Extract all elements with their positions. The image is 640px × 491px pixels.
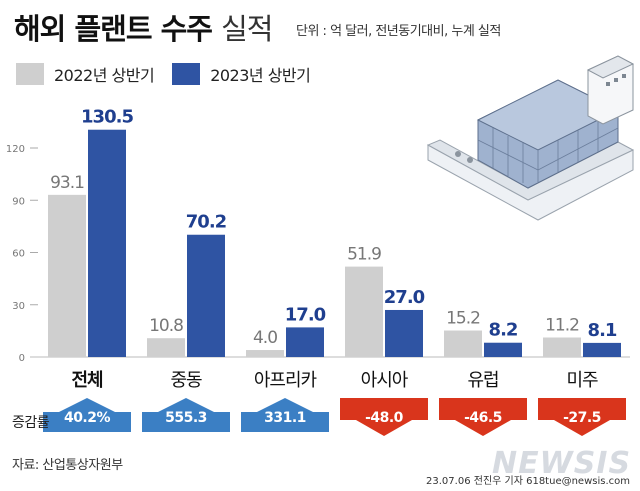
value-label-2023: 130.5 [81,107,133,128]
value-label-2023: 70.2 [186,212,226,233]
bar-2022 [147,338,185,357]
value-label-2022: 51.9 [347,245,381,265]
bar-2023 [385,309,423,357]
value-label-2023: 8.2 [489,320,518,341]
growth-arrows: 40.2% 555.3 331.1 -48.0 -46.5 -27.5 [43,398,626,436]
title-sub: 실적 [221,12,273,46]
growth-arrow-up [43,398,131,432]
bar-2022 [246,350,284,357]
legend-label-2022: 2022년 상반기 [54,66,155,85]
bar-2022 [345,266,383,357]
y-tick-label: 0 [19,353,25,364]
y-axis: 0 30 60 90 120 [6,144,630,364]
bar-2022 [543,337,581,357]
container-ship-illustration [426,55,635,221]
value-label-2022: 93.1 [50,173,84,193]
category-label: 유럽 [467,370,498,391]
title-main: 해외 플랜트 수주 [14,12,213,46]
source-note: 자료: 산업통상자원부 [12,458,123,473]
category-label: 중동 [170,370,202,391]
legend-label-2023: 2023년 상반기 [210,66,311,85]
y-tick-label: 90 [12,196,25,207]
newsis-watermark: NEWSIS [492,446,632,481]
category-label: 아시아 [361,370,409,391]
value-label-2023: 27.0 [384,287,425,308]
unit-note: 단위 : 억 달러, 전년동기대비, 누계 실적 [296,24,501,39]
category-label: 전체 [71,370,103,391]
growth-arrow-down [439,398,527,436]
value-label-2022: 4.0 [253,328,277,348]
legend-swatch-2022 [16,63,44,85]
bar-2023 [88,129,126,357]
value-label-2022: 15.2 [446,309,480,329]
bars [48,129,621,357]
y-tick-label: 120 [6,144,25,155]
category-label: 아프리카 [254,370,317,391]
legend: 2022년 상반기 2023년 상반기 [16,62,318,86]
bar-2023 [187,234,225,357]
credit-line: 23.07.06 전진우 기자 618tue@newsis.com [426,476,630,487]
category-label: 미주 [566,370,598,391]
value-label-2022: 11.2 [545,315,579,335]
bar-2022 [48,194,86,357]
legend-swatch-2023 [172,63,201,85]
value-label-2023: 8.1 [588,320,617,341]
bar-2023 [484,342,522,357]
bar-2023 [583,342,621,357]
value-label-2022: 10.8 [149,316,183,336]
category-labels: 전체 중동 아프리카 아시아 유럽 미주 [71,370,599,391]
y-tick-label: 30 [12,301,25,312]
bar-2022 [444,330,482,357]
growth-rate-label: 증감률 [12,415,50,431]
growth-rate-value: 40.2% [64,410,111,426]
growth-arrow-down [538,398,626,436]
growth-rate-value: -48.0 [365,410,404,426]
growth-arrow-up [142,398,230,432]
growth-rate-value: 331.1 [264,410,306,426]
y-tick-label: 60 [12,249,25,260]
value-label-2023: 17.0 [285,304,326,325]
growth-arrow-down [340,398,428,436]
growth-rate-value: -46.5 [464,410,502,426]
growth-rate-value: -27.5 [563,410,601,426]
growth-rate-value: 555.3 [165,410,207,426]
page-title: 해외 플랜트 수주 실적 [14,6,273,48]
value-labels: 93.1 130.5 10.8 70.2 4.0 17.0 51.9 27.0 15.2 8.2 1… [50,107,618,348]
growth-arrow-up [241,398,329,432]
bar-2023 [286,327,324,357]
